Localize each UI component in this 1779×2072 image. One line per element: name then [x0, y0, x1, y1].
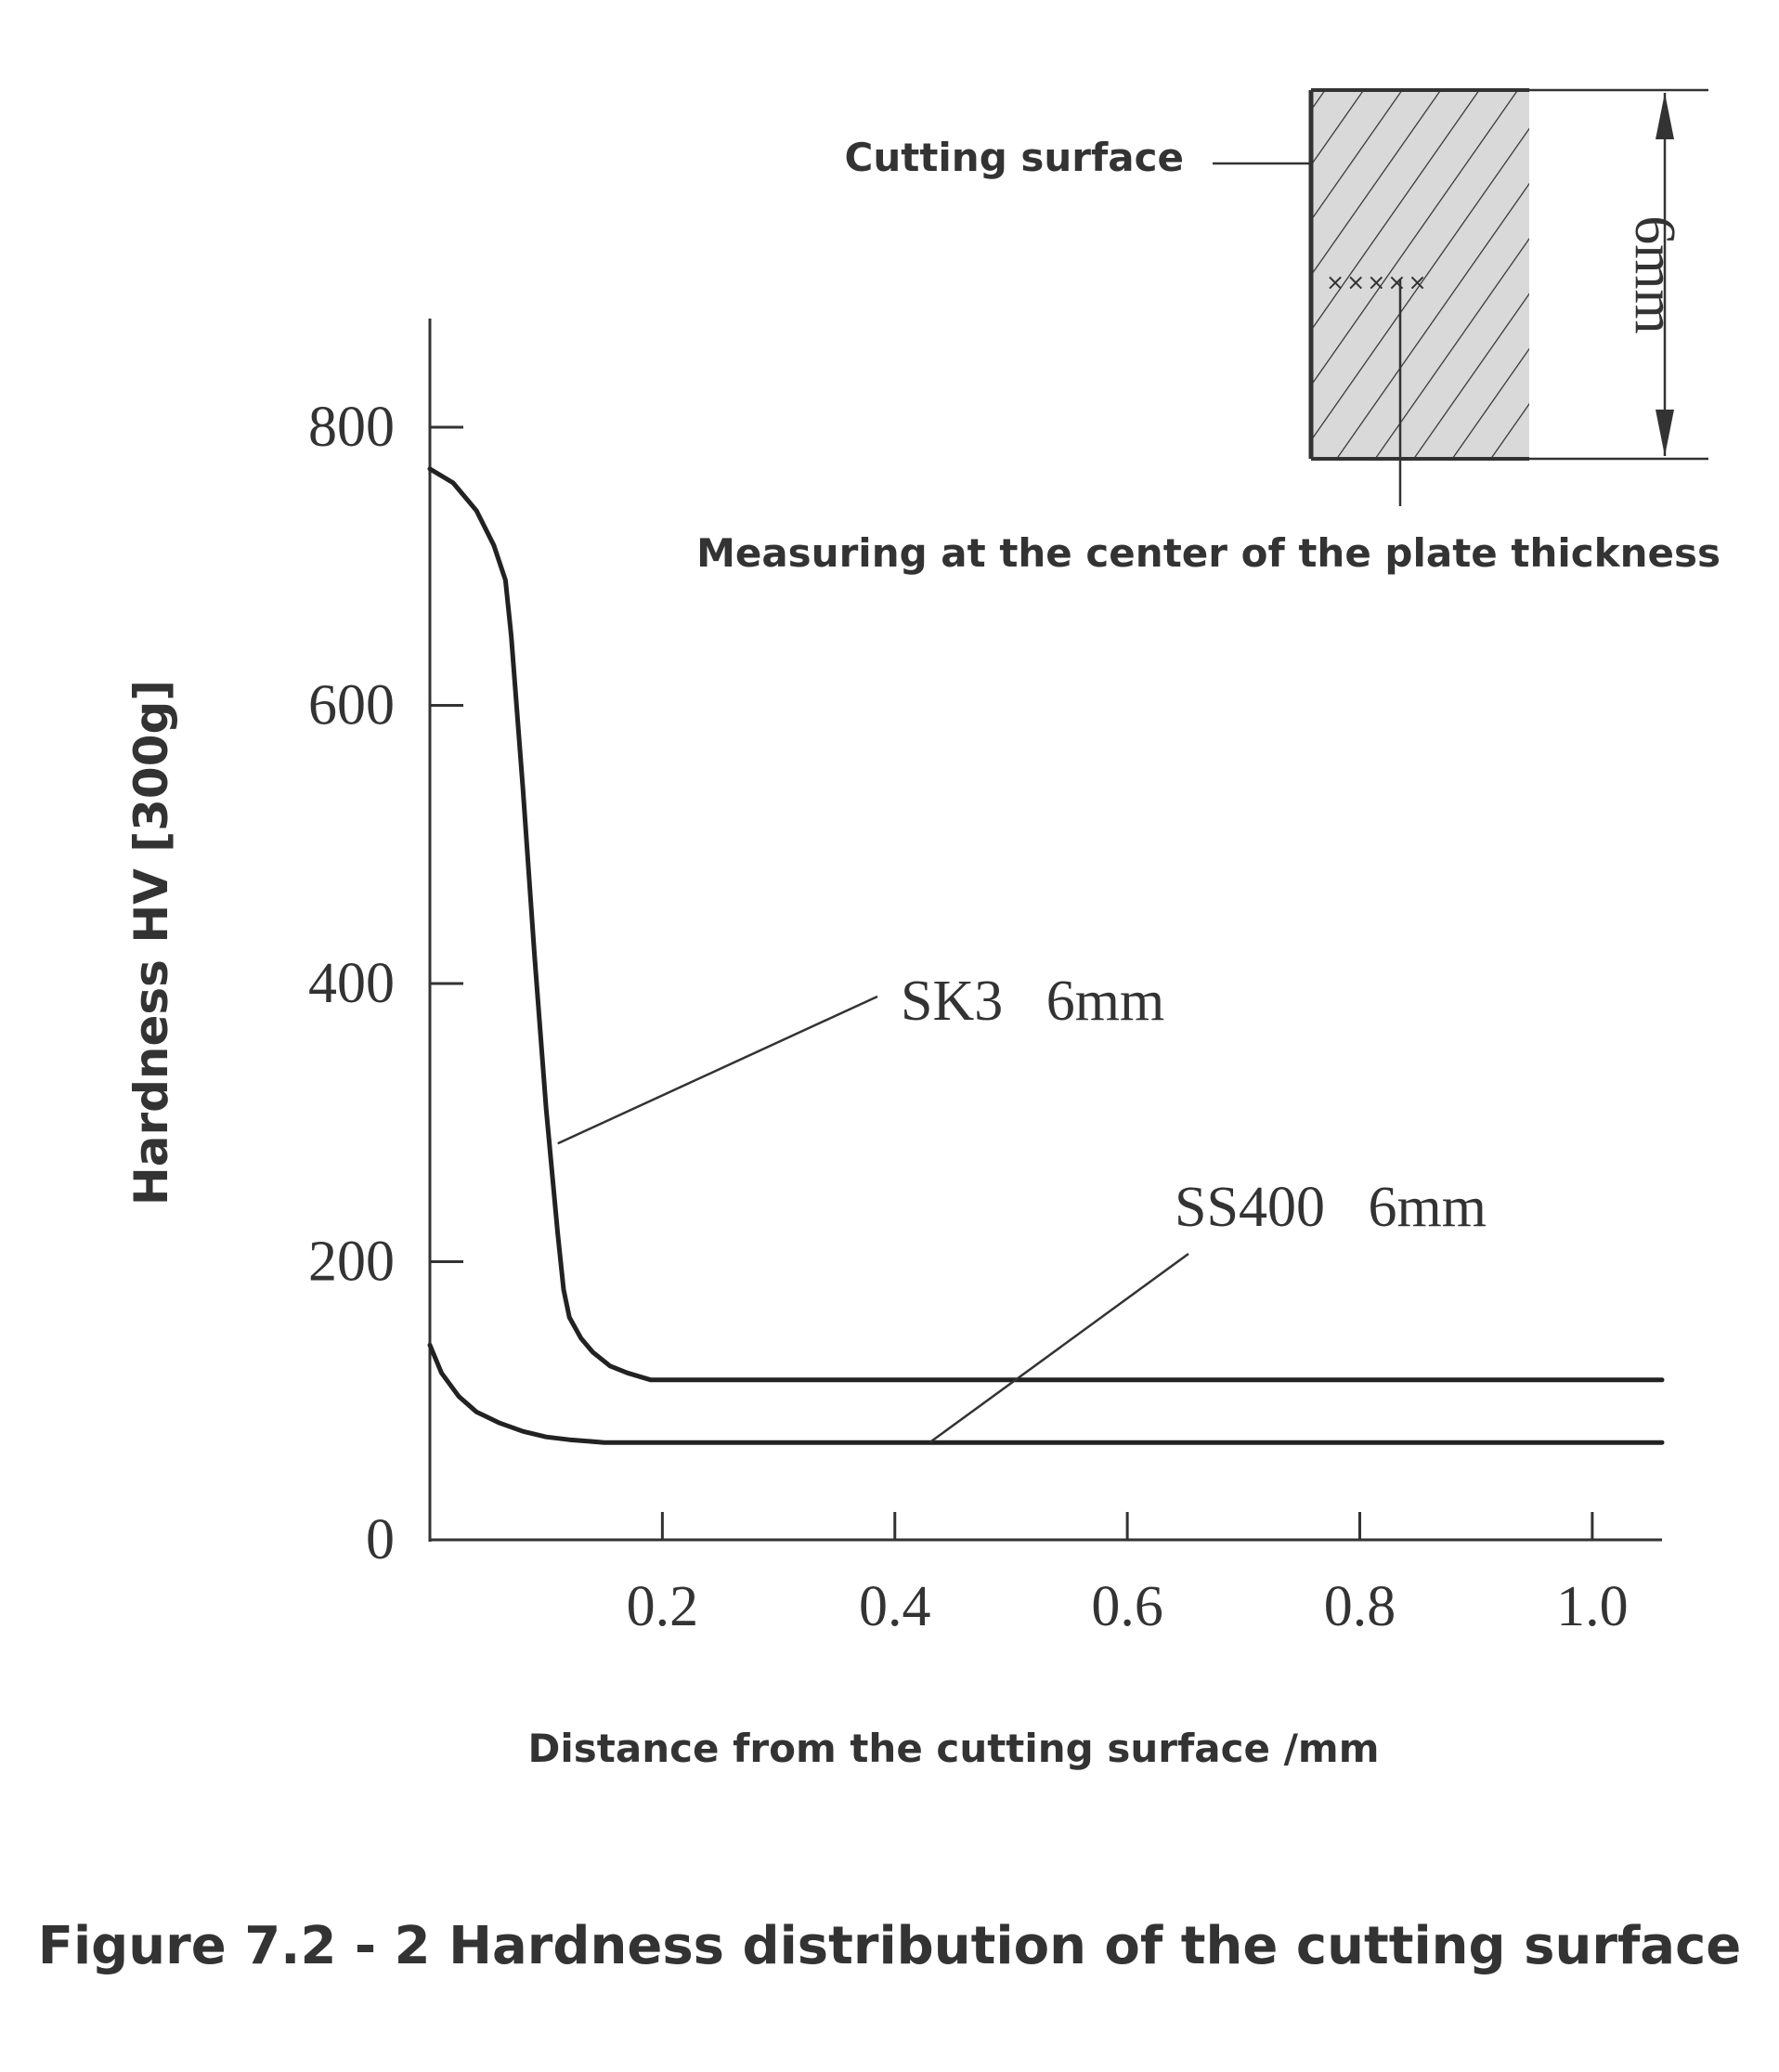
x-tick-label-0-2: 0.2 — [627, 1575, 699, 1638]
y-tick-label-400: 400 — [308, 952, 395, 1015]
y-ticks: 0 200 400 600 800 — [308, 396, 463, 1571]
plate-hatching — [1311, 90, 1529, 459]
series-line-sk3-6mm — [427, 466, 1665, 1383]
dimension-arrow-down-icon — [1656, 410, 1674, 456]
y-tick-label-0: 0 — [366, 1508, 395, 1571]
y-tick-label-800: 800 — [308, 396, 395, 459]
y-tick-label-600: 600 — [308, 674, 395, 737]
y-tick-label-200: 200 — [308, 1231, 395, 1294]
dimension-arrow-up-icon — [1656, 93, 1674, 139]
x-tick-label-0-4: 0.4 — [859, 1575, 931, 1638]
cutting-surface-label: Cutting surface — [845, 135, 1184, 180]
figure-caption: Figure 7.2 - 2 Hardness distribution of … — [38, 1916, 1742, 1976]
measuring-label: Measuring at the center of the plate thi… — [696, 530, 1721, 576]
x-tick-label-0-8: 0.8 — [1324, 1575, 1396, 1638]
measurement-marks: ××××× — [1326, 269, 1429, 295]
annotation-leader-sk3-6mm — [557, 995, 878, 1145]
hardness-chart: 0 200 400 600 800 0.2 0.4 0.6 0.8 1.0 SK3 6mm SS4… — [124, 319, 1665, 1771]
series-annotations: SK3 6mm SS400 6mm — [557, 970, 1487, 1444]
annotation-label-ss400-6mm: SS400 6mm — [1175, 1176, 1487, 1239]
series-line-ss400-6mm — [427, 1342, 1665, 1445]
dimension-label: 6mm — [1623, 215, 1686, 333]
y-axis-title: Hardness HV [300g] — [124, 680, 178, 1205]
annotation-leader-ss400-6mm — [928, 1252, 1189, 1444]
x-ticks: 0.2 0.4 0.6 0.8 1.0 — [627, 1512, 1629, 1638]
series-lines — [427, 466, 1665, 1445]
annotation-label-sk3-6mm: SK3 6mm — [901, 970, 1164, 1033]
x-tick-label-0-6: 0.6 — [1091, 1575, 1163, 1638]
x-tick-label-1-0: 1.0 — [1556, 1575, 1629, 1638]
x-axis-title: Distance from the cutting surface /mm — [528, 1726, 1380, 1771]
inset-diagram: ××××× 6mm Cutting surface Measuring at t… — [696, 88, 1721, 576]
